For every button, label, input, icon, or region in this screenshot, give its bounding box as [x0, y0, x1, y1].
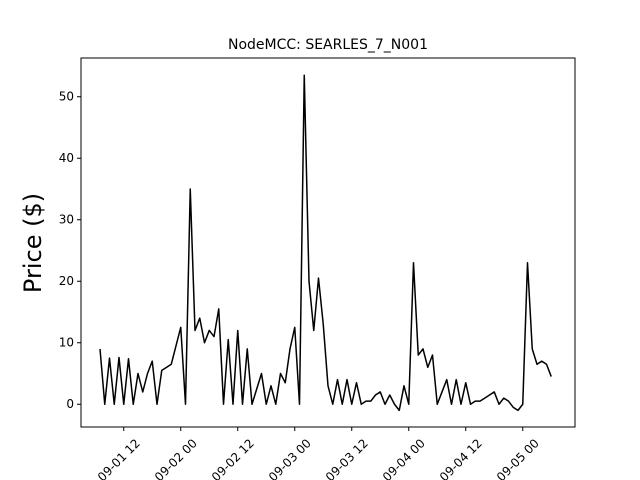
- y-tick-label: 30: [59, 213, 74, 227]
- y-tick-label: 40: [59, 151, 74, 165]
- plot-frame: [80, 57, 576, 428]
- y-tick-label: 10: [59, 336, 74, 350]
- y-tick-label: 20: [59, 274, 74, 288]
- y-axis-label: Price ($): [19, 193, 47, 293]
- y-tick-label: 0: [66, 397, 74, 411]
- y-tick-label: 50: [59, 90, 74, 104]
- chart-title: NodeMCC: SEARLES_7_N001: [228, 37, 428, 53]
- price-line: [99, 74, 552, 412]
